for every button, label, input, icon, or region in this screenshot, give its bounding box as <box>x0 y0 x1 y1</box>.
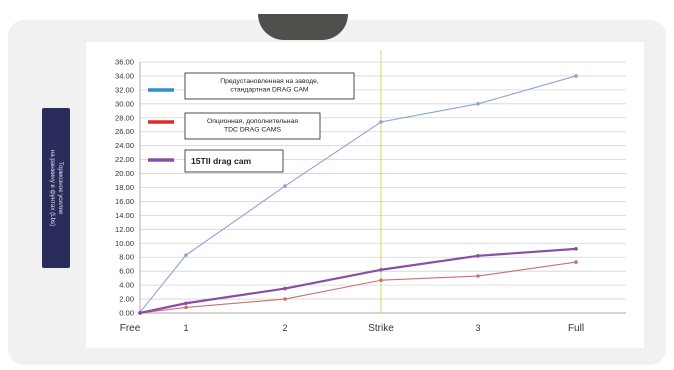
data-point <box>283 297 287 301</box>
y-tick-label: 8.00 <box>119 253 134 262</box>
legend-box <box>184 112 321 140</box>
y-tick-label: 12.00 <box>115 225 134 234</box>
data-point <box>379 267 383 272</box>
legend-label: 15TII drag cam <box>191 156 252 166</box>
y-tick-label: 32.00 <box>115 85 134 94</box>
y-tick-label: 28.00 <box>115 113 134 122</box>
y-tick-label: 30.00 <box>115 99 134 108</box>
legend-label: TDC DRAG CAMS <box>224 127 281 134</box>
y-tick-label: 18.00 <box>115 183 134 192</box>
legend-box <box>184 149 284 173</box>
data-point <box>283 184 287 188</box>
y-tick-label: 36.00 <box>115 58 134 67</box>
reel-knob-graphic <box>258 14 348 40</box>
x-tick-label: 1 <box>183 323 188 333</box>
legend-label: Предустановленная на заводе, <box>220 78 319 85</box>
y-tick-label: 34.00 <box>115 71 134 80</box>
y-tick-label: 20.00 <box>115 169 134 178</box>
y-tick-label: 6.00 <box>119 267 134 276</box>
data-point <box>476 254 480 258</box>
y-tick-label: 14.00 <box>115 211 134 220</box>
line-chart: 0.00 2.00 4.00 6.00 8.00 10.00 12.00 14.00 16.00… <box>115 50 626 334</box>
series-line <box>139 247 577 315</box>
data-point <box>379 120 383 124</box>
y-tick-label: 24.00 <box>115 141 134 150</box>
x-tick-label: 2 <box>282 323 287 333</box>
y-tick-label: 22.00 <box>115 155 134 164</box>
legend-label: Опционная, дополнительная <box>207 118 298 125</box>
y-tick-label: 4.00 <box>119 281 134 290</box>
y-tick-label: 16.00 <box>115 197 134 206</box>
y-tick-label: 10.00 <box>115 239 134 248</box>
legend-box <box>184 72 355 100</box>
y-axis-label: Тормозное усилие на ранжину в фунтах (Lb… <box>49 149 65 227</box>
x-tick-label: Full <box>568 323 584 334</box>
data-point <box>574 247 578 251</box>
data-point <box>379 278 383 283</box>
data-point <box>574 74 578 78</box>
data-point <box>283 286 287 291</box>
data-point <box>476 274 480 278</box>
x-tick-label: Free <box>120 323 141 334</box>
data-point <box>184 305 188 310</box>
chart-area: 0.00 2.00 4.00 6.00 8.00 10.00 12.00 14.00 16.00… <box>86 42 644 348</box>
data-point <box>184 253 188 257</box>
data-point <box>476 102 480 106</box>
series-line <box>139 261 577 314</box>
y-tick-label: 2.00 <box>119 295 134 304</box>
x-tick-label: Strike <box>368 323 394 334</box>
y-tick-label: 26.00 <box>115 127 134 136</box>
data-point <box>184 301 188 306</box>
x-tick-label: 3 <box>475 323 480 333</box>
y-axis-label-box: Тормозное усилие на ранжину в фунтах (Lb… <box>42 108 70 268</box>
series-line <box>139 75 577 313</box>
data-point <box>138 311 142 315</box>
data-point <box>574 260 578 264</box>
y-tick-label: 0.00 <box>119 309 134 318</box>
legend-label: стандартная DRAG CAM <box>230 87 309 94</box>
